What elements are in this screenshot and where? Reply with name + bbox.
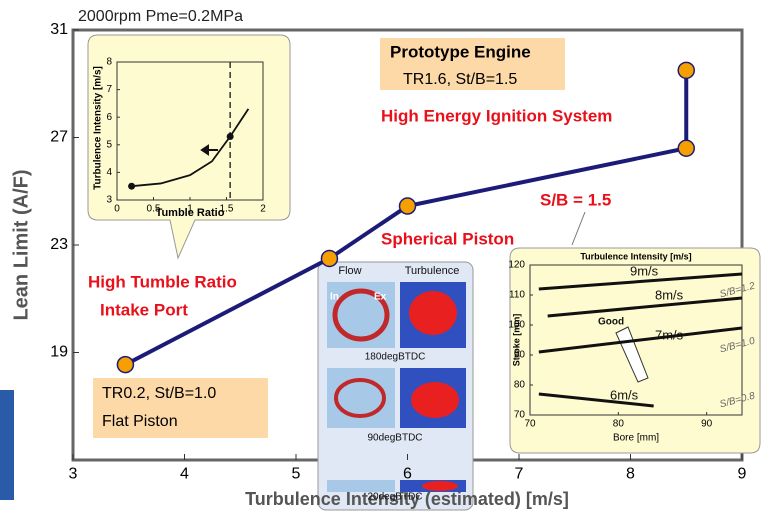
data-line: [547, 296, 743, 318]
annotation: TR1.6, St/B=1.5: [403, 71, 517, 88]
flow-image: [332, 288, 390, 342]
x-tick-label: 80: [613, 419, 625, 430]
annotation: Intake Port: [100, 300, 188, 319]
logo-fragment: [0, 390, 14, 500]
annotation: High Tumble Ratio: [88, 272, 237, 291]
chart-title: 2000rpm Pme=0.2MPa: [78, 8, 243, 25]
x-axis-label: Tumble Ratio: [156, 207, 225, 219]
y-axis-label: Lean Limit (A/F): [10, 169, 32, 320]
panel-label: 180degBTDC: [365, 352, 426, 363]
data-point: [398, 197, 417, 215]
y-tick-label: 110: [509, 290, 525, 301]
x-tick-label: 6: [403, 466, 412, 483]
label-box: [380, 38, 565, 90]
x-tick-label: 9: [738, 466, 747, 483]
panel-label: 20degBTDC: [367, 492, 422, 503]
curve: [131, 108, 250, 188]
annotation: Good: [598, 317, 624, 328]
flow-image: [327, 480, 395, 492]
x-tick-label: 70: [524, 419, 536, 430]
x-tick-label: 1.5: [220, 204, 234, 215]
series-label: 6m/s: [610, 387, 639, 402]
y-axis-label: Turbulence Intensity [m/s]: [93, 66, 104, 190]
y-tick-label: 90: [514, 350, 526, 361]
callout: [87, 34, 291, 260]
x-tick-label: 4: [180, 466, 189, 483]
data-point: [226, 133, 234, 141]
x-axis-label: Bore [mm]: [613, 433, 659, 444]
x-tick-label: 2: [260, 204, 266, 215]
annotation: S/B = 1.5: [540, 190, 611, 209]
plot-frame: [529, 264, 743, 416]
x-tick-label: 90: [701, 419, 713, 430]
data-point: [128, 182, 136, 190]
inset-title: Turbulence Intensity [m/s]: [580, 251, 691, 261]
y-axis-label: Stroke [mm]: [511, 314, 521, 367]
y-tick-label: 7: [106, 84, 112, 95]
y-tick-label: 70: [514, 410, 526, 421]
annotation: Spherical Piston: [381, 229, 514, 248]
turbulence-image: [411, 382, 459, 418]
panel-label: 90degBTDC: [367, 433, 422, 444]
data-point: [677, 139, 695, 157]
panel-label: Turbulence: [405, 265, 460, 277]
y-tick-label: 23: [50, 236, 68, 253]
data-point: [320, 249, 339, 268]
series-label: 9m/s: [630, 263, 659, 278]
series-label: 8m/s: [655, 287, 684, 302]
x-axis-label: Turbulence Intensity (estimated) [m/s]: [245, 489, 569, 509]
annotation: Flat Piston: [102, 413, 178, 430]
turbulence-image: [422, 481, 458, 491]
annotation: TR0.2, St/B=1.0: [102, 385, 216, 402]
y-tick-label: 31: [50, 21, 68, 38]
label-box: [93, 378, 268, 438]
y-tick-label: 100: [508, 320, 525, 331]
panel-label: Ex: [374, 292, 387, 303]
y-tick-label: 120: [508, 260, 525, 271]
leader: [571, 211, 586, 246]
flow-image: [334, 378, 386, 418]
panel-label: In: [330, 292, 339, 303]
x-tick-label: 0: [114, 204, 120, 215]
data-line: [538, 272, 743, 291]
y-tick-label: 5: [106, 139, 112, 150]
data-point: [677, 61, 695, 80]
x-tick-label: 8: [626, 466, 635, 483]
x-tick-label: 3: [69, 466, 78, 483]
turbulence-image: [409, 291, 457, 335]
annotation: High Energy Ignition System: [381, 106, 612, 125]
panel-label: Flow: [338, 265, 361, 277]
x-tick-label: 5: [292, 466, 301, 483]
y-tick-label: 80: [514, 380, 526, 391]
y-tick-label: 8: [106, 57, 112, 68]
y-tick-label: 19: [50, 344, 68, 361]
y-tick-label: 6: [106, 112, 112, 123]
data-line: [538, 392, 654, 408]
y-tick-label: 4: [106, 167, 112, 178]
x-tick-label: 0.5: [147, 204, 161, 215]
arrow: [200, 144, 218, 156]
data-line: [538, 326, 743, 354]
y-tick-label: 27: [50, 129, 68, 146]
data-point: [116, 355, 135, 374]
series-label: 7m/s: [655, 327, 684, 342]
y-tick-label: 3: [106, 195, 112, 206]
x-tick-label: 7: [515, 466, 524, 483]
x-tick-label: 1: [187, 204, 193, 215]
annotation: Prototype Engine: [390, 42, 531, 61]
